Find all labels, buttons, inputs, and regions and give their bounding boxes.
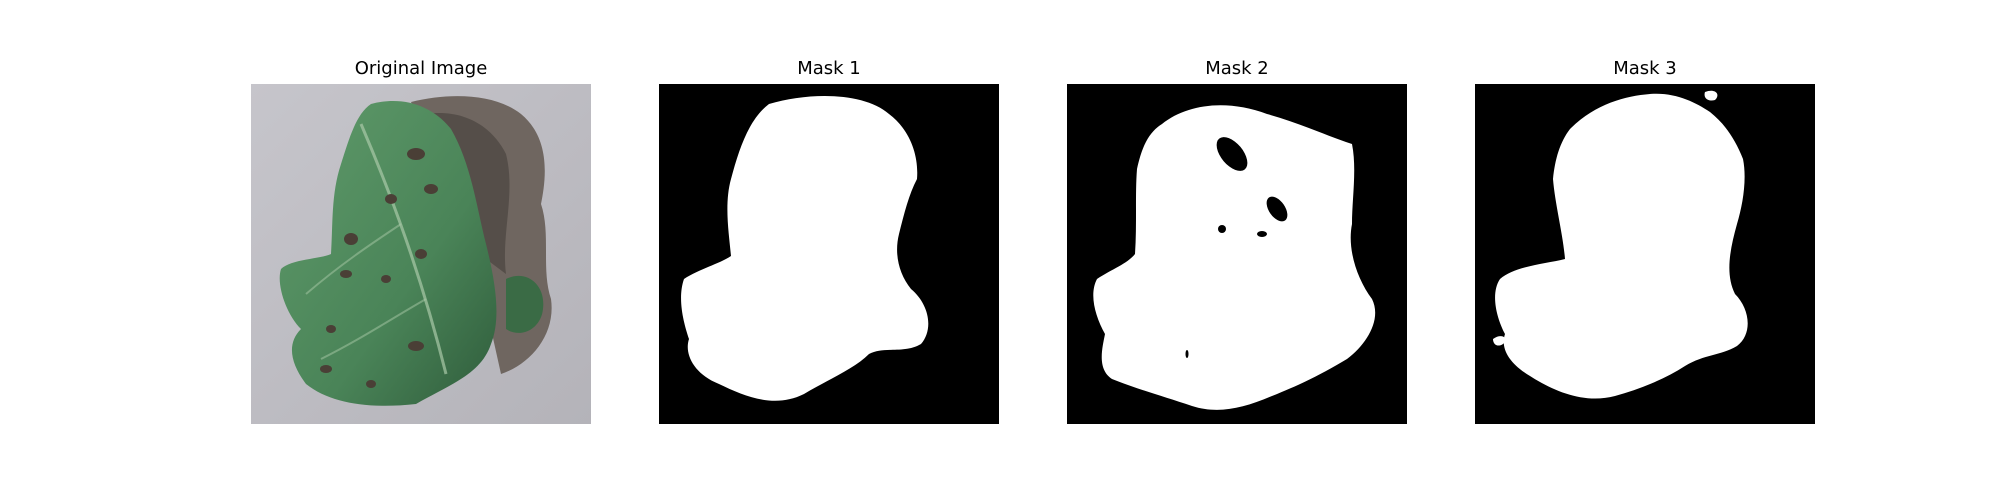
mask-image	[1475, 84, 1815, 424]
panel-title: Mask 1	[797, 58, 861, 79]
mask-image	[659, 84, 999, 424]
mask-image	[1067, 84, 1407, 424]
leaf-photo	[251, 84, 591, 424]
panel-title: Original Image	[354, 58, 488, 79]
panel-title: Mask 3	[1613, 58, 1677, 79]
panel-title: Mask 2	[1205, 58, 1269, 79]
